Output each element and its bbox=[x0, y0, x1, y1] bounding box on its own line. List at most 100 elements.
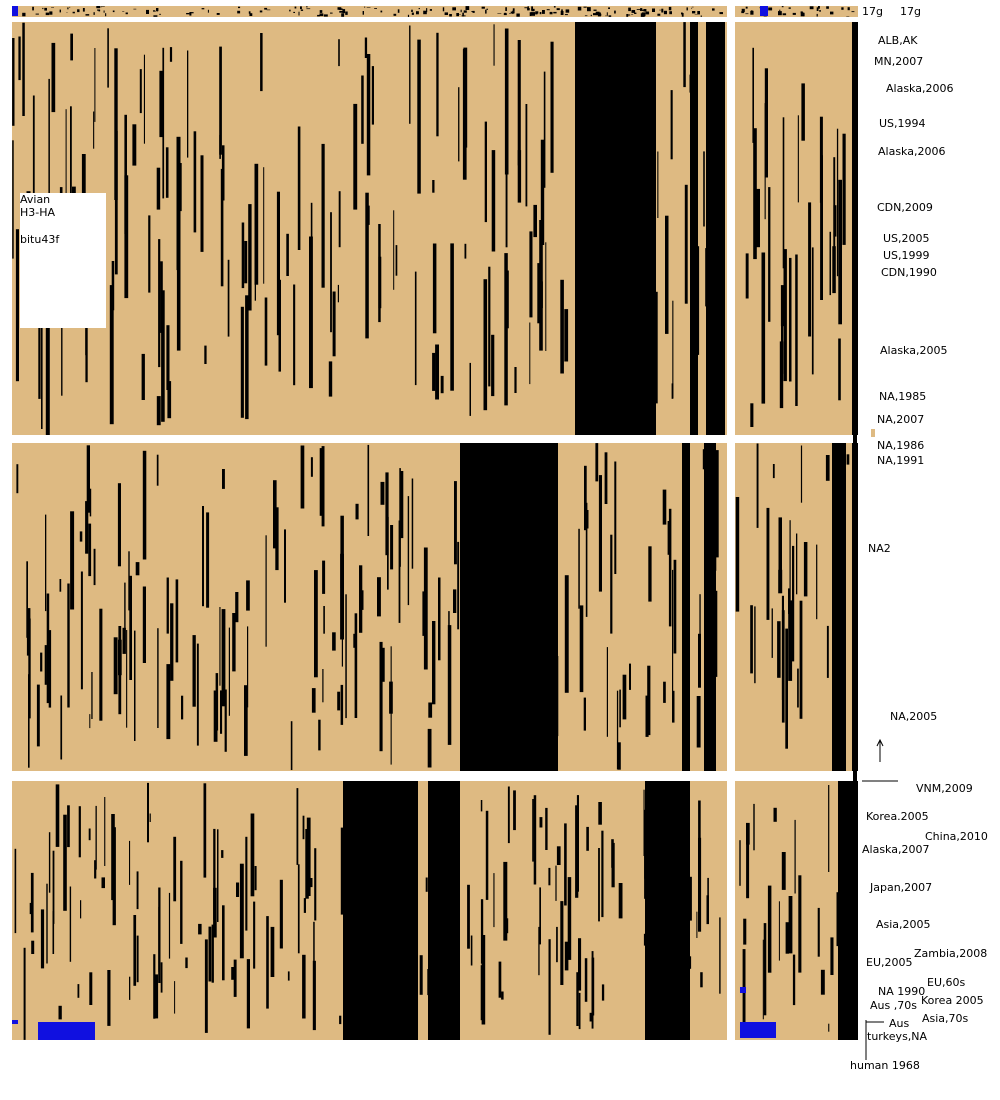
gap-block bbox=[12, 6, 18, 16]
mutation-stripe bbox=[672, 690, 675, 723]
mutation-stripe bbox=[785, 922, 789, 954]
mutation-stripe bbox=[364, 6, 366, 8]
mutation-stripe bbox=[239, 863, 244, 959]
mutation-stripe bbox=[35, 13, 39, 15]
mutation-stripe bbox=[70, 33, 73, 61]
mutation-stripe bbox=[411, 478, 414, 569]
mutation-stripe bbox=[139, 69, 142, 114]
mutation-stripe bbox=[48, 630, 52, 708]
mutation-stripe bbox=[159, 13, 161, 15]
mutation-stripe bbox=[323, 606, 325, 634]
mutation-stripe bbox=[672, 569, 674, 694]
mutation-stripe bbox=[663, 681, 666, 703]
mutation-stripe bbox=[555, 865, 557, 901]
mutation-stripe bbox=[640, 9, 644, 11]
mutation-stripe bbox=[207, 9, 209, 13]
mutation-stripe bbox=[374, 8, 377, 9]
mutation-stripe bbox=[662, 489, 667, 525]
mutation-stripe bbox=[825, 455, 830, 481]
mutation-stripe bbox=[745, 253, 749, 299]
mutation-stripe bbox=[792, 12, 796, 15]
mutation-stripe bbox=[480, 965, 482, 1021]
mutation-stripe bbox=[799, 600, 803, 719]
strain-label: human 1968 bbox=[850, 1059, 920, 1072]
strain-label: Alaska,2006 bbox=[886, 82, 953, 95]
mutation-stripe bbox=[16, 464, 19, 494]
mutation-stripe bbox=[555, 656, 559, 737]
top-label: 17g bbox=[862, 5, 883, 18]
mutation-stripe bbox=[800, 445, 803, 503]
mutation-stripe bbox=[293, 284, 296, 386]
mutation-stripe bbox=[221, 609, 226, 707]
mutation-stripe bbox=[266, 9, 271, 11]
mutation-stripe bbox=[686, 454, 688, 558]
mutation-stripe bbox=[480, 899, 484, 964]
mutation-stripe bbox=[248, 204, 252, 311]
mutation-stripe bbox=[665, 795, 668, 813]
mutation-stripe bbox=[52, 911, 55, 954]
mutation-stripe bbox=[328, 361, 333, 397]
mutation-stripe bbox=[217, 829, 219, 922]
mutation-stripe bbox=[247, 626, 249, 708]
mutation-stripe bbox=[323, 14, 328, 17]
mutation-stripe bbox=[411, 9, 413, 12]
mutation-stripe bbox=[819, 10, 821, 12]
mutation-stripe bbox=[423, 10, 427, 15]
mutation-stripe bbox=[539, 817, 543, 828]
mutation-stripe bbox=[41, 320, 43, 429]
mutation-stripe bbox=[204, 939, 208, 1033]
mutation-stripe bbox=[220, 690, 223, 734]
mutation-stripe bbox=[584, 15, 588, 17]
mutation-stripe bbox=[670, 90, 673, 160]
mutation-stripe bbox=[842, 952, 847, 985]
mutation-stripe bbox=[643, 933, 646, 946]
mutation-stripe bbox=[656, 291, 658, 404]
mutation-stripe bbox=[353, 103, 358, 210]
mutation-stripe bbox=[768, 7, 773, 11]
mutation-stripe bbox=[539, 12, 542, 15]
mutation-stripe bbox=[149, 813, 151, 822]
mutation-stripe bbox=[339, 10, 343, 13]
mutation-stripe bbox=[300, 9, 304, 11]
mutation-stripe bbox=[742, 949, 746, 1025]
mutation-stripe bbox=[297, 864, 300, 954]
mutation-stripe bbox=[385, 472, 389, 556]
mutation-stripe bbox=[576, 972, 579, 1026]
mutation-stripe bbox=[332, 632, 336, 651]
mutation-stripe bbox=[340, 827, 344, 915]
mutation-stripe bbox=[366, 7, 371, 8]
mutation-stripe bbox=[419, 955, 423, 995]
mutation-stripe bbox=[497, 13, 502, 14]
mutation-stripe bbox=[129, 575, 132, 680]
mutation-stripe bbox=[820, 155, 823, 300]
mutation-stripe bbox=[483, 630, 487, 726]
mutation-stripe bbox=[70, 511, 75, 610]
mutation-stripe bbox=[338, 39, 340, 67]
mutation-stripe bbox=[260, 33, 263, 92]
mutation-stripe bbox=[265, 535, 267, 647]
mutation-stripe bbox=[153, 954, 156, 1019]
mutation-stripe bbox=[819, 116, 823, 203]
mutation-stripe bbox=[803, 542, 808, 597]
mutation-stripe bbox=[697, 11, 700, 15]
mutation-stripe bbox=[539, 887, 541, 945]
mutation-stripe bbox=[510, 11, 515, 14]
mutation-stripe bbox=[69, 886, 72, 962]
mutation-stripe bbox=[361, 75, 364, 144]
mutation-stripe bbox=[124, 175, 129, 299]
mutation-stripe bbox=[514, 367, 517, 393]
mutation-stripe bbox=[833, 205, 837, 237]
mutation-stripe bbox=[593, 9, 597, 11]
mutation-stripe bbox=[166, 664, 171, 740]
mutation-stripe bbox=[353, 633, 356, 648]
mutation-stripe bbox=[643, 112, 647, 143]
mutation-stripe bbox=[30, 872, 34, 933]
mutation-stripe bbox=[783, 249, 787, 382]
mutation-stripe bbox=[614, 10, 616, 14]
mutation-stripe bbox=[175, 579, 179, 663]
mutation-stripe bbox=[156, 8, 159, 11]
mutation-stripe bbox=[751, 10, 753, 11]
mutation-stripe bbox=[160, 261, 163, 333]
mutation-stripe bbox=[788, 896, 793, 954]
mutation-stripe bbox=[390, 525, 394, 570]
